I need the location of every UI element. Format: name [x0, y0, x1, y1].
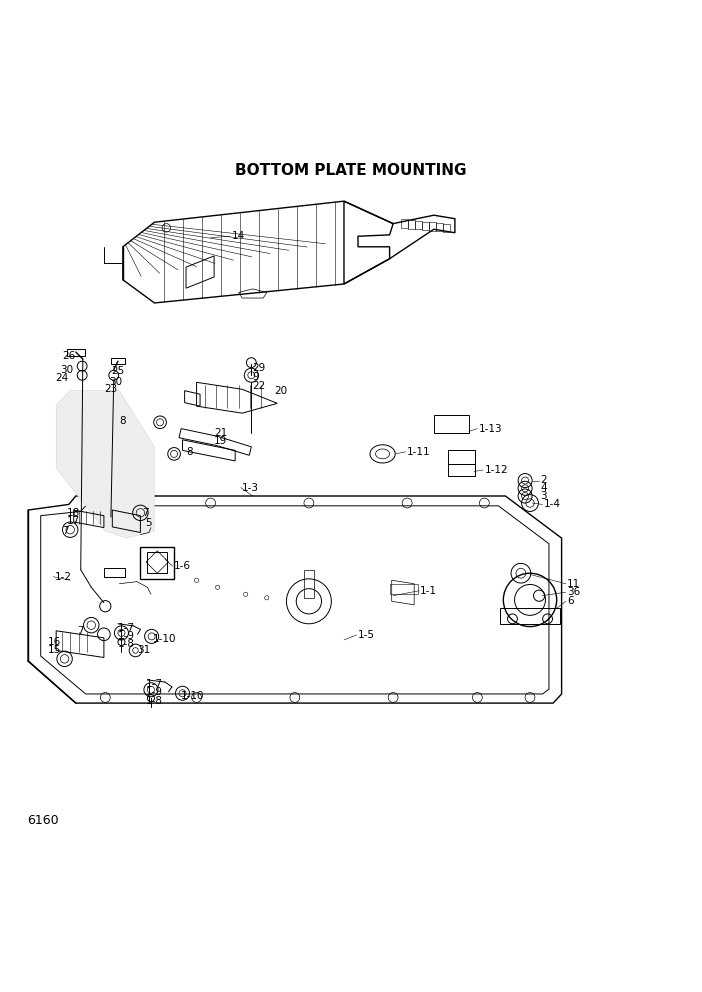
Text: 9: 9: [253, 372, 259, 382]
Text: 8: 8: [119, 416, 126, 426]
Text: 7: 7: [142, 508, 148, 518]
Text: 36: 36: [567, 587, 581, 597]
Text: 6160: 6160: [27, 814, 58, 827]
Text: 26: 26: [62, 350, 75, 361]
Polygon shape: [56, 391, 154, 538]
Text: 30: 30: [60, 365, 73, 375]
Bar: [415, 221, 422, 229]
Bar: [422, 221, 429, 230]
Text: 30: 30: [109, 377, 122, 387]
Text: 2: 2: [541, 475, 547, 485]
Text: 1-3: 1-3: [242, 482, 259, 493]
Text: 17: 17: [67, 516, 80, 526]
Text: 1-10: 1-10: [181, 691, 204, 701]
Text: 25: 25: [111, 366, 124, 376]
Text: 21: 21: [214, 428, 227, 437]
Text: 20: 20: [274, 386, 287, 396]
Text: 6: 6: [567, 596, 574, 606]
Text: 19: 19: [214, 436, 227, 446]
Text: 8: 8: [186, 447, 192, 457]
Bar: [304, 569, 314, 598]
Text: 16: 16: [48, 637, 61, 647]
Text: 1-5: 1-5: [358, 630, 375, 640]
Text: 1-9: 1-9: [146, 686, 163, 696]
Bar: [436, 223, 443, 231]
Text: 3: 3: [541, 491, 547, 501]
Text: 14: 14: [232, 231, 245, 241]
Bar: [104, 568, 125, 576]
Text: 1-12: 1-12: [484, 465, 508, 475]
Text: 1-2: 1-2: [55, 571, 72, 581]
Text: BOTTOM PLATE MOUNTING: BOTTOM PLATE MOUNTING: [235, 164, 467, 179]
Text: 1-13: 1-13: [479, 424, 503, 434]
Bar: [67, 348, 85, 355]
Bar: [434, 416, 469, 433]
Bar: [111, 358, 125, 364]
Text: 31: 31: [137, 645, 150, 655]
Text: 1-7: 1-7: [118, 623, 135, 633]
Bar: [429, 222, 436, 231]
Text: 1-8: 1-8: [146, 696, 163, 706]
Bar: [448, 450, 475, 464]
Text: 29: 29: [253, 363, 266, 373]
Text: 22: 22: [253, 381, 266, 391]
Bar: [390, 583, 418, 594]
Text: 24: 24: [55, 373, 68, 383]
Bar: [448, 463, 475, 476]
Text: 1-11: 1-11: [407, 446, 431, 456]
Text: 1-7: 1-7: [146, 680, 163, 689]
Text: 7: 7: [77, 626, 84, 636]
Text: 1-9: 1-9: [118, 631, 135, 641]
Bar: [408, 220, 415, 228]
Text: 1-6: 1-6: [174, 561, 191, 571]
Bar: [401, 219, 408, 228]
Text: 1-10: 1-10: [153, 634, 176, 644]
Text: 1-8: 1-8: [118, 639, 135, 649]
Bar: [443, 223, 450, 232]
Text: 18: 18: [67, 508, 80, 518]
Text: 23: 23: [104, 384, 117, 394]
Text: 15: 15: [48, 646, 61, 656]
Text: 7: 7: [62, 526, 68, 536]
Text: 4: 4: [541, 482, 547, 493]
Text: 11: 11: [567, 578, 581, 588]
Text: 1-4: 1-4: [544, 499, 561, 510]
Text: 5: 5: [145, 518, 152, 528]
Text: 1-1: 1-1: [420, 585, 437, 596]
